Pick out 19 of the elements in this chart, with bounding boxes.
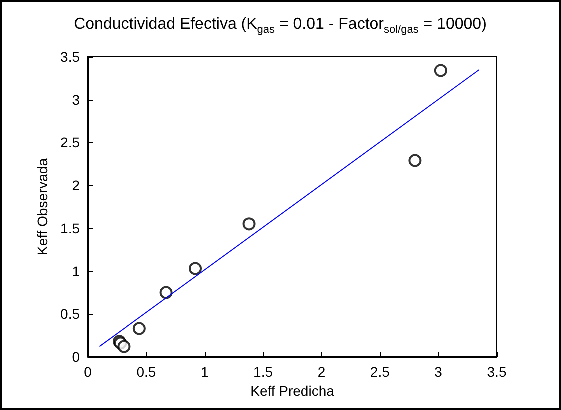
x-tick-label: 3.5 bbox=[487, 364, 507, 380]
y-axis-title: Keff Observada bbox=[34, 158, 51, 256]
x-tick-label: 0.5 bbox=[136, 364, 156, 380]
y-tick-label: 0.5 bbox=[60, 306, 80, 322]
y-tick-label: 2.5 bbox=[60, 134, 80, 151]
x-tick-label: 2.5 bbox=[370, 364, 390, 380]
y-tick-label: 3.5 bbox=[60, 49, 80, 65]
y-tick-label: 1.5 bbox=[60, 220, 80, 236]
x-tick-label: 2 bbox=[318, 364, 326, 380]
x-tick-label: 3 bbox=[434, 364, 443, 380]
chart-title: Conductividad Efectiva (K$_{gas}$ = 0.01 - Factor$_{sol/gas}$ = 10000) bbox=[73, 16, 488, 36]
x-axis-title: Keff Predicha bbox=[250, 382, 335, 399]
y-tick-label: 2 bbox=[72, 178, 80, 194]
x-tick-label: 0 bbox=[84, 364, 92, 380]
y-tick-label: 0 bbox=[72, 349, 80, 365]
y-tick-label: 3 bbox=[72, 92, 80, 108]
x-tick-label: 1 bbox=[200, 364, 209, 380]
y-tick-label: 1 bbox=[72, 263, 80, 280]
x-tick-label: 1.5 bbox=[254, 364, 274, 380]
